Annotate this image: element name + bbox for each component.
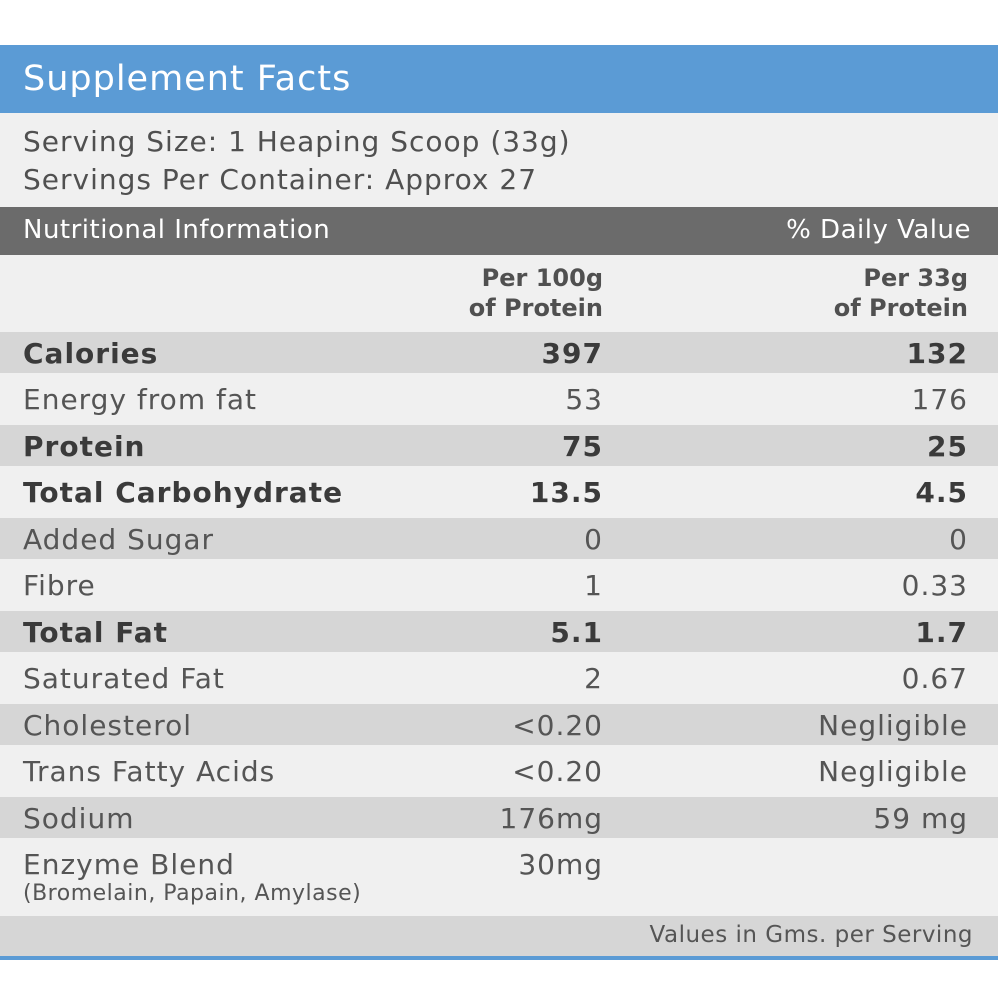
page-title: Supplement Facts (23, 59, 352, 99)
column-header-per-100g: Per 100g of Protein (469, 263, 603, 323)
row-name: Calories (23, 337, 159, 370)
row-value-per-100g: 30mg (518, 848, 603, 881)
row-name: Sodium (23, 802, 135, 835)
row-value-per-33g: 0.67 (901, 662, 968, 695)
row-name: Energy from fat (23, 383, 257, 416)
row-value-per-100g: 13.5 (529, 476, 603, 509)
row-value-per-33g: 176 (911, 383, 968, 416)
row-value-per-33g: 1.7 (915, 616, 968, 649)
title-bar: Supplement Facts (0, 45, 998, 113)
footer-note: Values in Gms. per Serving (649, 922, 973, 948)
row-value-per-100g: 176mg (499, 802, 603, 835)
row-name: Enzyme Blend (23, 848, 235, 881)
row-value-per-100g: 2 (584, 662, 603, 695)
row-value-per-33g: 0.33 (901, 569, 968, 602)
table-row: Calories 397 132 (0, 332, 998, 373)
row-value-per-100g: <0.20 (512, 755, 603, 788)
row-value-per-100g: 5.1 (550, 616, 603, 649)
column-header-per-33g: Per 33g of Protein (834, 263, 968, 323)
row-value-per-33g: 25 (927, 430, 968, 463)
row-value-per-33g: 0 (949, 523, 968, 556)
col2-line1: Per 33g (863, 264, 968, 292)
table-row: Sodium 176mg 59 mg (0, 797, 998, 838)
col1-line1: Per 100g (481, 264, 603, 292)
row-name: Cholesterol (23, 709, 193, 742)
row-value-per-100g: 53 (565, 383, 603, 416)
col2-line2: of Protein (833, 294, 968, 322)
row-name: Saturated Fat (23, 662, 225, 695)
row-value-per-100g: <0.20 (512, 709, 603, 742)
footer-bar: Values in Gms. per Serving (0, 916, 998, 958)
row-value-per-100g: 1 (584, 569, 603, 602)
table-row: Protein 75 25 (0, 425, 998, 466)
row-value-per-33g: Negligible (818, 709, 968, 742)
row-name: Added Sugar (23, 523, 215, 556)
table-row: Total Fat 5.1 1.7 (0, 611, 998, 652)
row-value-per-100g: 397 (541, 337, 603, 370)
bottom-accent-line (0, 956, 998, 960)
row-value-per-33g: 132 (906, 337, 968, 370)
serving-size: Serving Size: 1 Heaping Scoop (33g) (23, 125, 571, 158)
row-name: Total Fat (23, 616, 169, 649)
row-value-per-33g: 59 mg (873, 802, 968, 835)
table-row: Total Carbohydrate 13.5 4.5 (0, 466, 998, 518)
table-row: Added Sugar 0 0 (0, 518, 998, 559)
row-name: Total Carbohydrate (23, 476, 344, 509)
supplement-facts-panel: Supplement Facts Serving Size: 1 Heaping… (0, 45, 998, 960)
table-row: Cholesterol <0.20 Negligible (0, 704, 998, 745)
table-row: Enzyme Blend (Bromelain, Papain, Amylase… (0, 838, 998, 916)
table-row: Fibre 1 0.33 (0, 559, 998, 611)
row-name: Fibre (23, 569, 96, 602)
header-right: % Daily Value (786, 215, 971, 245)
nutrition-header-bar: Nutritional Information % Daily Value (0, 207, 998, 255)
row-value-per-33g: Negligible (818, 755, 968, 788)
row-value-per-33g: 4.5 (915, 476, 968, 509)
table-row: Energy from fat 53 176 (0, 373, 998, 425)
table-row: Trans Fatty Acids <0.20 Negligible (0, 745, 998, 797)
row-value-per-100g: 0 (584, 523, 603, 556)
table-row: Saturated Fat 2 0.67 (0, 652, 998, 704)
col1-line2: of Protein (468, 294, 603, 322)
row-subtext: (Bromelain, Papain, Amylase) (23, 881, 362, 906)
servings-per-container: Servings Per Container: Approx 27 (23, 163, 538, 196)
row-name: Protein (23, 430, 146, 463)
row-name: Trans Fatty Acids (23, 755, 276, 788)
header-left: Nutritional Information (23, 215, 331, 245)
row-value-per-100g: 75 (562, 430, 603, 463)
